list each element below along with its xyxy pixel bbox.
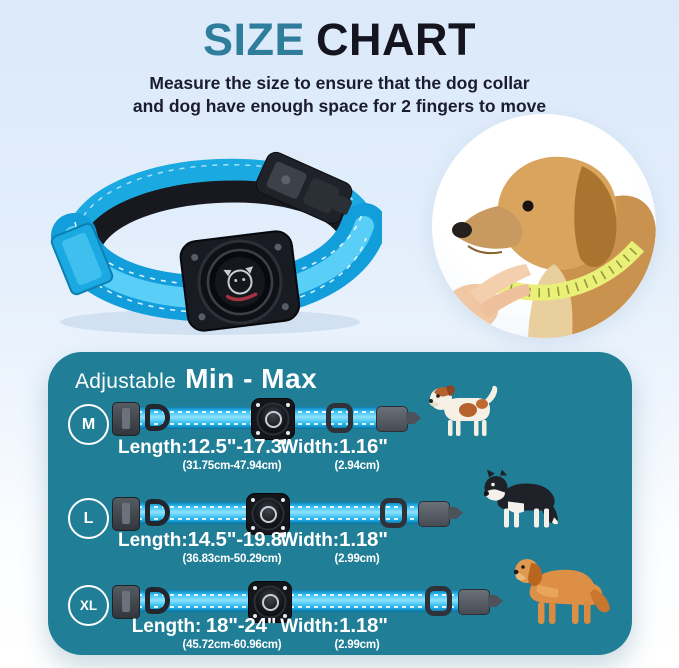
tracker-holder-medallion	[179, 230, 301, 332]
collar-graphic-m	[112, 398, 422, 440]
airtag-holder	[251, 398, 295, 440]
collar-product-photo	[32, 112, 387, 342]
title-rest: CHART	[316, 14, 476, 65]
subtitle-line-1: Measure the size to ensure that the dog …	[149, 73, 530, 94]
collar-photo-illustration	[50, 151, 387, 335]
panel-heading: Adjustable Min - Max	[75, 363, 317, 395]
dog-nose	[452, 222, 472, 238]
collar-buckle	[112, 402, 140, 436]
collar-d-ring	[145, 587, 170, 614]
collar-graphic-l	[112, 493, 464, 535]
collar-end-tip	[376, 406, 421, 432]
length-cm-m: (31.75cm-47.94cm)	[182, 459, 282, 472]
metal-buckle	[255, 151, 353, 225]
width-cm-xl: (2.99cm)	[334, 638, 380, 651]
size-badge-l: L	[68, 498, 109, 539]
siberian-husky-illustration	[484, 469, 558, 528]
collar-adjuster	[425, 586, 452, 616]
collar-end-tip	[458, 589, 503, 615]
length-measurement-xl: Length: 18"-24" (45.72cm-60.96cm)	[118, 615, 290, 651]
width-measurement-l: Width:1.18" (2.99cm)	[274, 529, 394, 565]
header: SIZE CHART Measure the size to ensure tha…	[0, 16, 679, 118]
length-cm-xl: (45.72cm-60.96cm)	[182, 638, 282, 651]
dog-ear	[574, 166, 617, 268]
heading-min-max: Min - Max	[185, 363, 318, 394]
length-measurement-m: Length:12.5"-17.3" (31.75cm-47.94cm)	[118, 435, 292, 472]
brand-tag	[122, 408, 130, 429]
collar-adjuster	[380, 498, 407, 528]
airtag-holder	[246, 493, 290, 535]
dog-measuring-illustration	[432, 114, 656, 338]
width-measurement-xl: Width:1.18" (2.99cm)	[274, 615, 394, 651]
length-measurement-l: Length:14.5"-19.8" (36.83cm-50.29cm)	[118, 528, 292, 565]
golden-retriever-illustration	[514, 559, 610, 624]
dog-eye	[522, 200, 534, 212]
length-cm-l: (36.83cm-50.29cm)	[182, 552, 282, 565]
brand-tag	[122, 503, 130, 524]
brand-tag	[122, 591, 130, 612]
subtitle-line-2: and dog have enough space for 2 fingers …	[132, 96, 547, 116]
dog-measuring-photo	[432, 114, 656, 338]
jack-russell-terrier-illustration	[429, 385, 498, 436]
size-badge-m: M	[68, 404, 109, 445]
collar-graphic-xl	[112, 581, 504, 623]
collar-end-tip	[418, 501, 463, 527]
page-title: SIZE CHART	[0, 16, 679, 63]
collar-buckle	[112, 585, 140, 619]
collar-d-ring	[145, 404, 170, 431]
heading-adjustable: Adjustable	[75, 370, 177, 393]
tracker-medallion	[256, 402, 290, 436]
collar-adjuster	[326, 403, 353, 433]
width-cm-m: (2.94cm)	[334, 459, 380, 472]
size-badge-xl: XL	[68, 585, 109, 626]
collar-d-ring	[145, 499, 170, 526]
collar-strap	[126, 590, 482, 612]
subtitle: Measure the size to ensure that the dog …	[0, 72, 679, 118]
collar-buckle	[112, 497, 140, 531]
size-panel: Adjustable Min - Max M Length:12.5"-17.3…	[48, 352, 632, 655]
tracker-medallion	[251, 497, 285, 531]
width-cm-l: (2.99cm)	[334, 552, 380, 565]
tracker-medallion	[253, 585, 287, 619]
title-accent: SIZE	[202, 14, 306, 65]
width-measurement-m: Width:1.16" (2.94cm)	[274, 436, 394, 472]
airtag-holder	[248, 581, 292, 623]
